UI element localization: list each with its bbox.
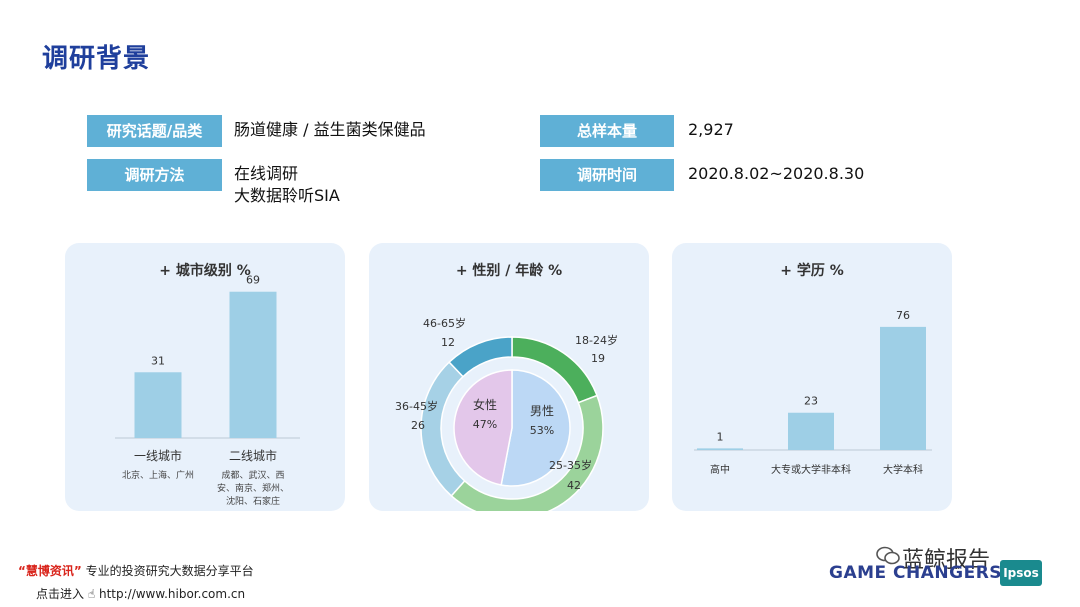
bar <box>697 448 743 450</box>
age-value-label: 19 <box>591 352 605 365</box>
sample-label: 总样本量 <box>540 115 674 147</box>
category-sublabel: 沈阳、石家庄 <box>226 495 280 507</box>
bar <box>788 412 834 450</box>
footer-url[interactable]: http://www.hibor.com.cn <box>98 587 246 601</box>
gender-label: 女性 <box>473 397 497 412</box>
gender-age-panel: + 性别 / 年龄 % 18-24岁 19 25-35岁 42 36-45岁 26 46-6… <box>369 243 649 511</box>
city-tier-panel: + 城市级别 % 31 一线城市北京、上海、广州 69 二线城市成都、武汉、西 安、南京… <box>65 243 345 511</box>
category-sublabel: 北京、上海、广州 <box>122 469 194 481</box>
time-value: 2020.8.02~2020.8.30 <box>688 164 865 183</box>
method-value-1: 在线调研 <box>234 164 299 183</box>
footer-link[interactable]: 点击进入 ☝ http://www.hibor.com.cn <box>36 585 245 602</box>
city-tier-title: + 城市级别 % <box>159 263 251 279</box>
category-sublabel: 成都、武汉、西 <box>221 469 284 481</box>
age-label: 18-24岁 <box>575 333 618 347</box>
topic-value: 肠道健康 / 益生菌类保健品 <box>234 120 426 139</box>
bar-value-label: 69 <box>246 274 260 287</box>
footer-brand-tagline: 专业的投资研究大数据分享平台 <box>85 564 254 578</box>
bar-value-label: 31 <box>151 354 165 367</box>
category-sublabel: 安、南京、郑州、 <box>217 482 289 494</box>
method-label: 调研方法 <box>87 159 222 191</box>
category-label: 一线城市 <box>134 448 182 463</box>
sample-value: 2,927 <box>688 120 734 139</box>
education-title: + 学历 % <box>780 263 844 279</box>
page-title: 调研背景 <box>42 44 151 74</box>
time-label: 调研时间 <box>540 159 674 191</box>
game-changers-slogan: GAME CHANGERS <box>829 563 1003 583</box>
age-ring-slice <box>448 336 513 378</box>
age-value-label: 26 <box>411 419 425 432</box>
topic-label: 研究话题/品类 <box>87 115 222 147</box>
gender-age-chart: 18-24岁 19 25-35岁 42 36-45岁 26 46-65岁 12 男性 53% 女性 4… <box>395 316 618 511</box>
category-label: 大专或大学非本科 <box>771 463 851 476</box>
age-value-label: 42 <box>567 479 581 492</box>
method-value-2: 大数据聆听SIA <box>234 186 340 205</box>
category-label: 二线城市 <box>229 448 277 463</box>
bar <box>880 326 926 450</box>
bar-value-label: 1 <box>717 430 724 443</box>
gender-age-title: + 性别 / 年龄 % <box>455 263 563 279</box>
age-label: 25-35岁 <box>549 458 592 472</box>
gender-slice <box>453 369 513 486</box>
category-label: 大学本科 <box>883 463 923 476</box>
watermark-text: 蓝鲸报告 <box>902 548 991 573</box>
age-label: 36-45岁 <box>395 399 438 413</box>
bar <box>134 372 182 438</box>
gender-slice <box>500 369 571 487</box>
gender-label: 男性 <box>530 404 554 418</box>
footer-visit-label: 点击进入 <box>36 587 85 601</box>
footer-brand-quote: “慧博资讯” <box>18 564 82 578</box>
bar <box>229 291 277 438</box>
ipsos-logo: Ipsos <box>1000 560 1042 586</box>
gender-value-label: 53% <box>530 424 554 437</box>
bar-value-label: 23 <box>804 395 818 408</box>
age-value-label: 12 <box>441 336 455 349</box>
education-panel: + 学历 % 1 高中 23 大专或大学非本科 76 大学本科 <box>672 243 952 511</box>
age-label: 46-65岁 <box>423 316 466 330</box>
hand-pointer-icon: ☝ <box>87 587 96 601</box>
footer-brand: “慧博资讯” 专业的投资研究大数据分享平台 <box>18 562 254 579</box>
bar-value-label: 76 <box>896 309 910 322</box>
wechat-icon <box>876 546 900 565</box>
gender-value-label: 47% <box>473 418 497 431</box>
category-label: 高中 <box>710 463 730 476</box>
education-chart: 1 高中 23 大专或大学非本科 76 大学本科 <box>694 309 932 476</box>
